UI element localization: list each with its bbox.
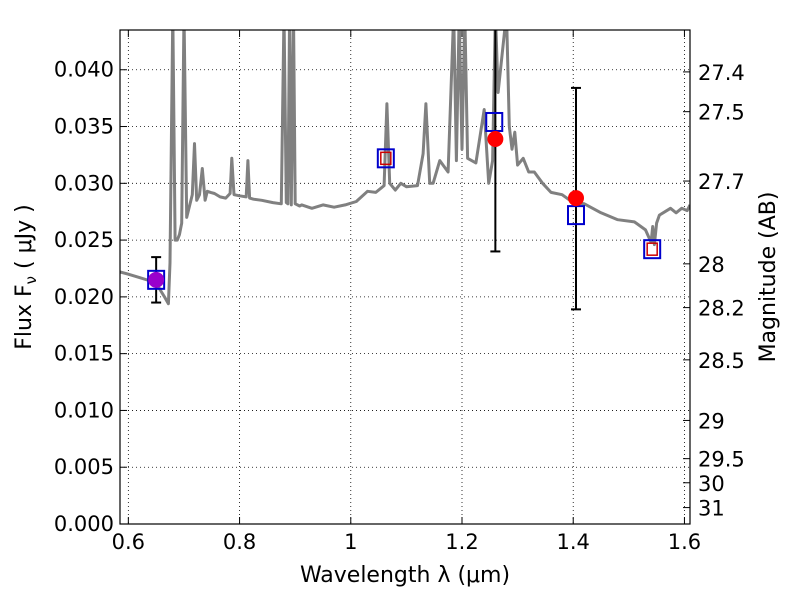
y-tick-label: 0.000 — [54, 512, 114, 536]
measured-point-marker — [487, 131, 504, 148]
model-inner-square — [646, 242, 658, 256]
model-inner-square — [380, 151, 392, 166]
mag-tick-label: 28.2 — [698, 297, 745, 321]
y-axis-label-unit: ( μJy ) — [12, 204, 37, 276]
x-tick-label: 0.6 — [112, 530, 145, 554]
y2-axis-label: Magnitude (AB) — [756, 192, 781, 363]
mag-tick-label: 30 — [698, 472, 725, 496]
mag-tick-label: 27.7 — [698, 170, 745, 194]
model-square-marker — [376, 148, 395, 169]
mag-tick-label: 28.5 — [698, 349, 745, 373]
marker-layer — [147, 30, 662, 311]
plot-background — [120, 30, 690, 524]
x-tick-label: 1.6 — [668, 530, 701, 554]
y-axis-label: Flux Fν ( μJy ) — [12, 204, 40, 349]
y-tick-label: 0.040 — [54, 58, 114, 82]
y-tick-label: 0.035 — [54, 115, 114, 139]
y-tick-label: 0.015 — [54, 342, 114, 366]
x-tick-label: 1 — [344, 530, 357, 554]
series-layer — [120, 30, 690, 306]
mag-tick-label: 27.4 — [698, 61, 745, 85]
mag-tick-label: 29 — [698, 409, 725, 433]
spectrum-line — [120, 30, 690, 306]
x-tick-label: 1.2 — [445, 530, 478, 554]
y-axis-label-main: Flux F — [12, 284, 37, 349]
y-tick-label: 0.025 — [54, 228, 114, 252]
mag-tick-label: 31 — [698, 497, 725, 521]
y-axis-label-sub: ν — [22, 276, 40, 284]
mag-tick-label: 27.5 — [698, 101, 745, 125]
plot-frame — [119, 29, 691, 525]
y-tick-label: 0.030 — [54, 171, 114, 195]
x-tick-label: 1.4 — [557, 530, 590, 554]
x-axis-label: Wavelength λ (μm) — [300, 563, 510, 588]
model-square-marker — [485, 111, 504, 132]
y-tick-label: 0.010 — [54, 398, 114, 422]
y-tick-label: 0.005 — [54, 455, 114, 479]
measured-point-marker — [568, 190, 584, 207]
mag-tick-label: 29.5 — [698, 448, 745, 472]
mag-tick-label: 28 — [698, 253, 725, 277]
y-tick-label: 0.020 — [54, 285, 114, 309]
model-square-marker — [567, 205, 585, 226]
measured-point-marker — [148, 271, 165, 288]
model-square-marker — [643, 239, 662, 260]
x-tick-label: 0.8 — [223, 530, 256, 554]
tick-layer: 0.6 0.8 1 1.2 1.4 1.6 0.000 0.005 0.010 0.015 0.02… — [54, 30, 745, 554]
